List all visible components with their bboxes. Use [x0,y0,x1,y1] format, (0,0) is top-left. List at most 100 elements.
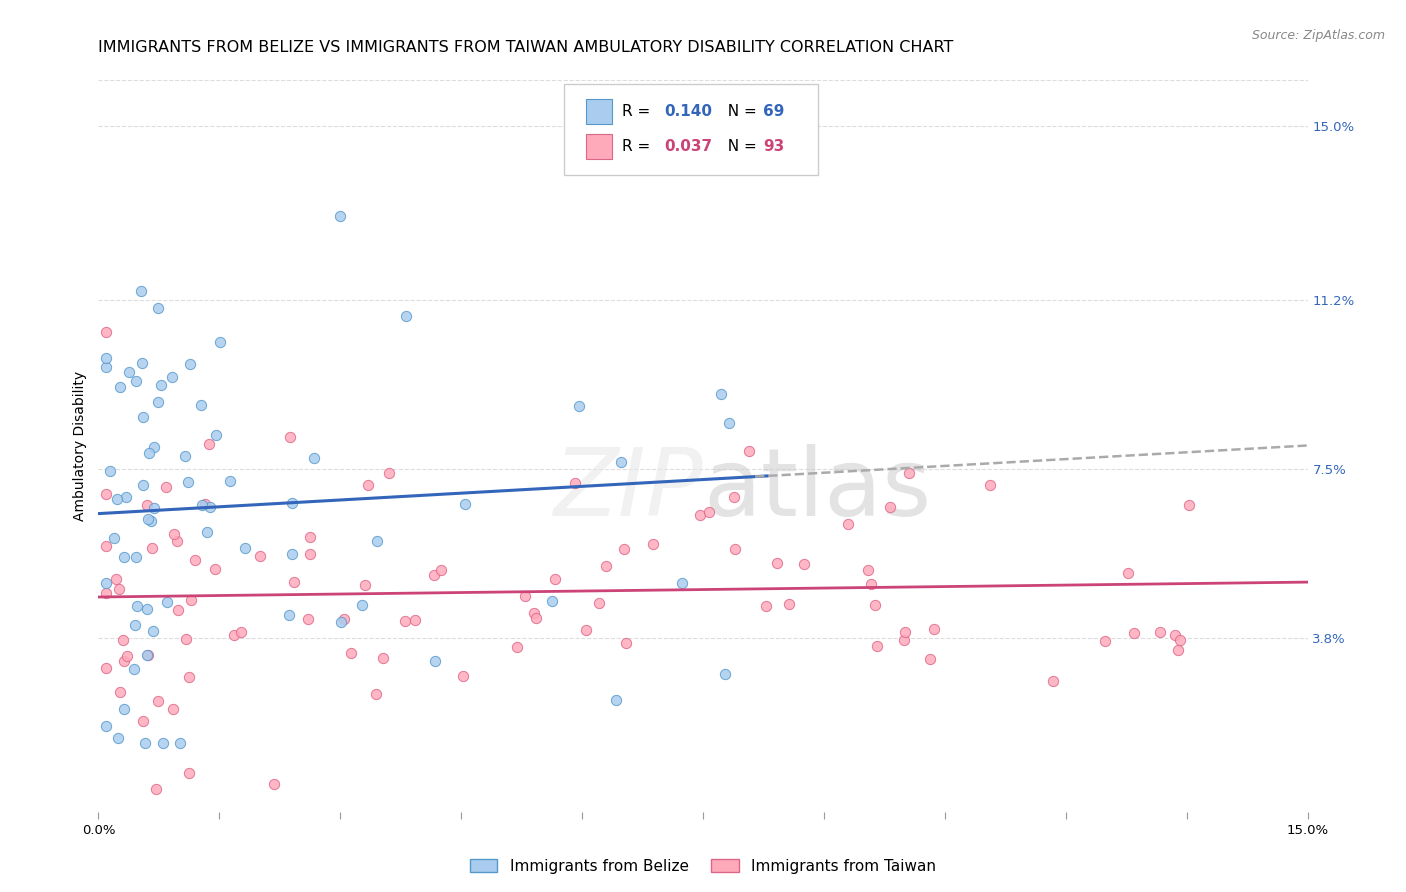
Point [766,556,789,570]
Point [163,526,186,541]
Point [209,335,232,350]
Point [156,595,179,609]
Point [131,356,153,370]
Point [588,596,610,610]
Point [108,685,131,699]
Point [96,661,118,675]
Point [689,508,711,522]
Text: IMMIGRANTS FROM BELIZE VS IMMIGRANTS FROM TAIWAN AMBULATORY DISABILITY CORRELATI: IMMIGRANTS FROM BELIZE VS IMMIGRANTS FRO… [98,40,953,55]
Point [564,476,586,491]
Point [738,443,761,458]
Point [135,648,157,662]
Point [145,781,167,796]
Point [595,559,617,574]
Point [837,516,859,531]
Point [718,416,741,430]
Point [610,455,633,469]
Point [423,654,446,668]
Point [540,593,562,607]
Point [173,449,195,463]
Text: 0.140: 0.140 [664,103,713,119]
Point [1116,566,1139,580]
Point [136,648,159,662]
Point [422,567,444,582]
Point [146,301,169,315]
Point [108,582,131,596]
Point [96,351,118,365]
FancyBboxPatch shape [586,99,613,124]
Point [1167,642,1189,657]
Point [366,534,388,549]
Point [143,501,166,516]
Point [114,701,136,715]
Point [169,736,191,750]
Point [96,487,118,501]
Point [354,577,377,591]
Point [198,437,221,451]
Point [194,498,217,512]
Point [281,547,304,561]
Point [96,360,118,375]
Point [205,427,228,442]
Point [142,624,165,639]
Point [107,731,129,746]
Point [233,541,256,555]
Point [200,500,222,515]
Point [162,369,184,384]
Point [1094,634,1116,648]
Point [671,576,693,591]
Point [146,694,169,708]
Text: N =: N = [717,138,761,153]
Point [167,603,190,617]
Point [614,636,637,650]
Point [278,430,301,444]
Point [513,589,536,603]
Point [333,612,356,626]
Point [179,357,201,371]
Point [856,563,879,577]
Point [404,613,426,627]
Point [699,505,721,519]
Text: 0.037: 0.037 [664,138,713,153]
Point [924,623,946,637]
Point [125,550,148,565]
Point [125,374,148,388]
Point [139,514,162,528]
Point [614,96,637,111]
Point [135,498,157,512]
Point [146,395,169,409]
Point [143,440,166,454]
Point [866,639,889,653]
Point [302,451,325,466]
Text: Source: ZipAtlas.com: Source: ZipAtlas.com [1251,29,1385,42]
Point [115,648,138,663]
Point [124,618,146,632]
Point [778,597,800,611]
Point [111,633,134,648]
Point [755,599,778,613]
Point [350,599,373,613]
Y-axis label: Ambulatory Disability: Ambulatory Disability [73,371,87,521]
Point [149,378,172,392]
Text: ZIP: ZIP [554,444,703,535]
Text: 69: 69 [763,103,785,119]
Point [430,564,453,578]
Point [134,736,156,750]
Point [724,542,747,557]
Point [96,719,118,733]
Point [723,490,745,504]
Point [898,466,921,480]
Point [132,714,155,728]
Point [920,651,942,665]
Text: 93: 93 [763,138,785,153]
Point [575,624,598,638]
Point [138,446,160,460]
Point [357,477,380,491]
Text: atlas: atlas [703,444,931,536]
Point [249,549,271,564]
Point [523,606,546,620]
Point [96,575,118,590]
Point [96,586,118,600]
Point [190,398,212,412]
Point [299,547,322,561]
